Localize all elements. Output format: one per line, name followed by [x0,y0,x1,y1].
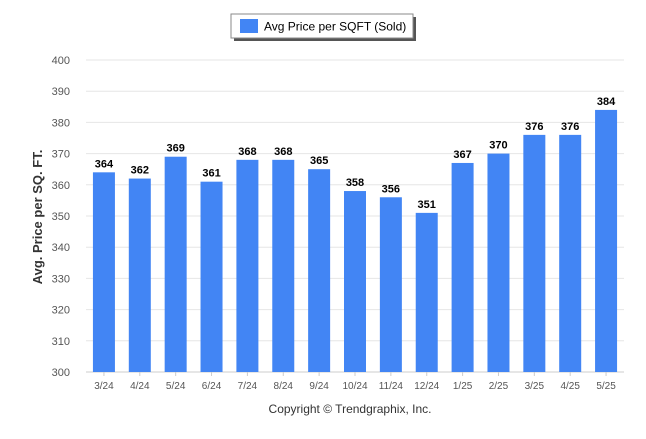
x-tick-label: 4/24 [130,381,150,392]
y-tick-label: 380 [52,117,70,129]
y-tick-label: 340 [52,242,70,254]
data-label: 361 [202,168,220,180]
bar [92,172,115,372]
x-tick-label: 1/25 [453,381,473,392]
y-axis-title: Avg. Price per SQ. FT. [30,150,45,285]
x-tick-label: 9/24 [309,381,329,392]
x-tick-label: 12/24 [414,381,439,392]
x-tick-label: 7/24 [238,381,258,392]
data-label: 368 [274,146,292,158]
data-label: 376 [561,121,579,133]
data-label: 384 [597,96,616,108]
x-tick-label: 4/25 [560,381,580,392]
data-label: 362 [131,165,149,177]
x-tick-label: 3/24 [94,381,114,392]
bar [379,197,402,372]
bar [415,212,438,372]
y-tick-label: 370 [52,149,70,161]
y-axis-ticks: 300 310 320 330 340 350 360 370 380 390 400 [52,55,70,379]
bar [272,159,295,372]
bar [595,109,618,373]
bar [200,181,223,372]
data-labels: 364 362 369 361 368 368 365 358 356 351 367 370 376 3… [95,96,616,211]
y-tick-label: 320 [52,305,70,317]
bars [92,109,618,373]
y-tick-label: 390 [52,86,70,98]
x-tick-label: 5/25 [596,381,616,392]
y-tick-label: 350 [52,211,70,223]
legend-box [230,13,414,39]
bar [128,178,151,372]
bar [487,153,510,372]
y-tick-label: 310 [52,336,70,348]
x-tick-label: 10/24 [342,381,367,392]
x-tick-label: 11/24 [379,381,404,392]
data-label: 376 [525,121,543,133]
y-tick-label: 300 [52,367,70,379]
bar [308,169,331,372]
data-label: 368 [238,146,256,158]
legend-swatch [240,19,258,33]
y-tick-label: 360 [52,180,70,192]
x-tick-label: 8/24 [274,381,294,392]
bar [164,156,187,372]
bar [344,191,366,372]
data-label: 358 [346,177,364,189]
x-tick-label: 5/24 [166,381,186,392]
bar [236,159,259,372]
data-label: 369 [166,143,184,155]
bar [559,134,582,372]
data-label: 365 [310,155,328,167]
bar [523,134,546,372]
bar [451,162,474,372]
data-label: 364 [95,158,114,170]
data-label: 367 [453,149,471,161]
legend[interactable]: Avg Price per SQFT (Sold) [230,13,416,41]
x-tick-label: 6/24 [202,381,222,392]
data-label: 356 [382,183,400,195]
data-label: 351 [418,199,436,211]
x-tick-label: 3/25 [525,381,545,392]
copyright-text: Copyright © Trendgraphix, Inc. [269,402,432,416]
legend-label: Avg Price per SQFT (Sold) [264,20,406,34]
y-tick-label: 400 [52,55,70,67]
data-label: 370 [489,140,507,152]
x-tick-label: 2/25 [489,381,509,392]
x-axis-ticks: 3/24 4/24 5/24 6/24 7/24 8/24 9/24 10/24 11/24 12… [94,372,616,392]
y-tick-label: 330 [52,273,70,285]
